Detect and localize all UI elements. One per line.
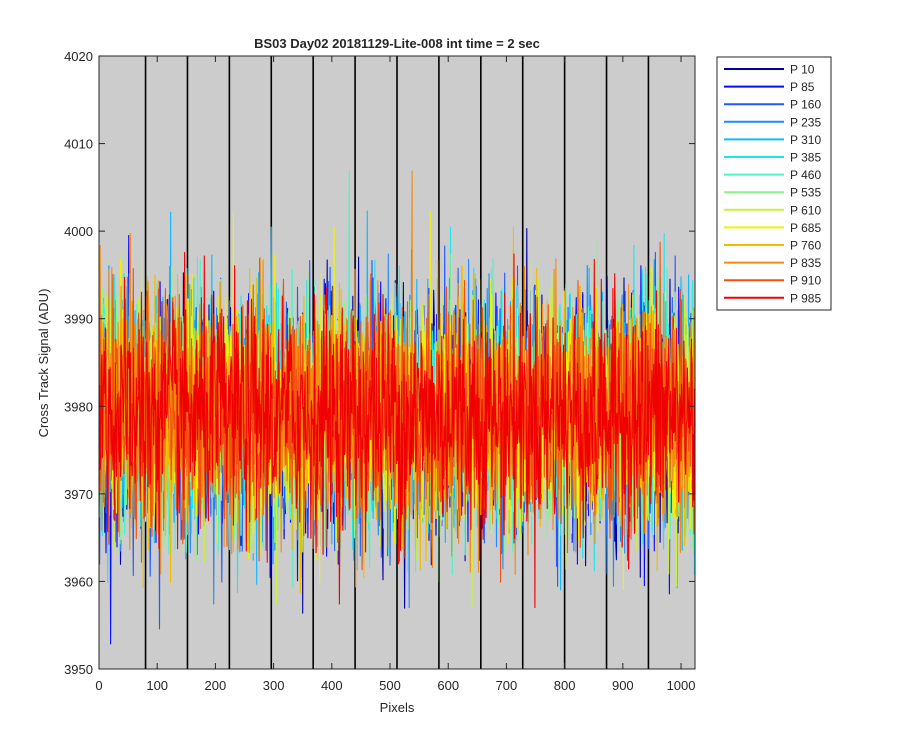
y-tick-label: 3950 [64, 662, 93, 677]
y-tick-label: 3960 [64, 574, 93, 589]
x-tick-label: 600 [437, 678, 459, 693]
x-axis-label: Pixels [380, 700, 415, 715]
series-lines [98, 170, 696, 645]
y-axis: 3950 3960 3970 3980 3990 4000 4010 4020 [64, 49, 695, 677]
x-tick-label: 100 [146, 678, 168, 693]
x-tick-label: 700 [496, 678, 518, 693]
y-tick-label: 3970 [64, 487, 93, 502]
legend-entry-label: P 385 [790, 151, 821, 165]
y-axis-label: Cross Track Signal (ADU) [36, 289, 51, 438]
legend: P 10 P 85 P 160 P 235 P 310 P 385 P 460 P 535 P … [716, 56, 832, 311]
legend-entry-label: P 760 [790, 239, 821, 253]
x-tick-label: 500 [379, 678, 401, 693]
y-tick-label: 4010 [64, 137, 93, 152]
y-tick-label: 4000 [64, 224, 93, 239]
legend-entry-label: P 610 [790, 203, 821, 217]
x-tick-label: 0 [95, 678, 102, 693]
series-line [98, 251, 696, 609]
legend-entry-label: P 85 [790, 80, 815, 94]
chart-title: BS03 Day02 20181129-Lite-008 int time = … [254, 36, 540, 51]
legend-entry-label: P 910 [790, 274, 821, 288]
legend-entry-label: P 310 [790, 133, 821, 147]
legend-entry-label: P 985 [790, 291, 821, 305]
legend-entry-label: P 460 [790, 168, 821, 182]
plot-frame [98, 55, 696, 670]
legend-entry-label: P 685 [790, 221, 821, 235]
x-axis: 0 100 200 300 400 500 600 700 800 900 1000 [95, 56, 695, 693]
x-tick-label: 900 [612, 678, 634, 693]
x-tick-label: 400 [321, 678, 343, 693]
legend-entry-label: P 235 [790, 115, 821, 129]
x-tick-label: 800 [554, 678, 576, 693]
x-tick-label: 200 [205, 678, 227, 693]
y-tick-label: 4020 [64, 49, 93, 64]
y-tick-label: 3980 [64, 399, 93, 414]
legend-entry-label: P 160 [790, 98, 821, 112]
x-tick-label: 1000 [667, 678, 696, 693]
legend-entry-label: P 535 [790, 186, 821, 200]
legend-entry-label: P 10 [790, 63, 815, 77]
y-tick-label: 3990 [64, 312, 93, 327]
x-tick-label: 300 [263, 678, 285, 693]
legend-box [716, 56, 832, 311]
legend-entry-label: P 835 [790, 256, 821, 270]
